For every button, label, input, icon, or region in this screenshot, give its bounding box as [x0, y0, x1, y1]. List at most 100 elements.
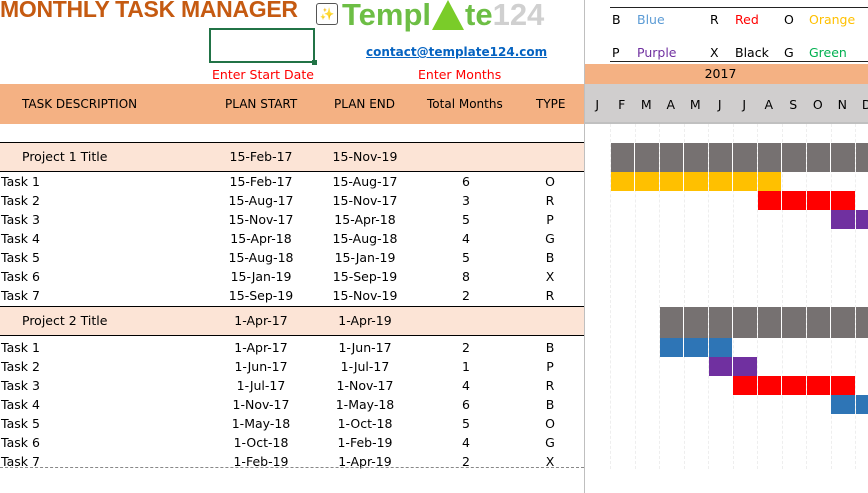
task-type: X — [545, 269, 555, 284]
month-label: O — [812, 97, 823, 112]
month-label: J — [595, 97, 600, 112]
task-row[interactable]: Task 6 15-Jan-19 15-Sep-19 8 X — [0, 267, 584, 286]
legend-color-purple: Purple — [637, 45, 677, 60]
task-gantt-bar — [831, 210, 855, 229]
task-gantt-bar — [831, 395, 855, 414]
project-gantt-bar — [659, 143, 683, 172]
task-end: 15-Aug-18 — [332, 231, 398, 246]
task-row[interactable]: Task 2 15-Aug-17 15-Nov-17 3 R — [0, 191, 584, 210]
month-label: N — [837, 97, 847, 112]
task-name: Task 5 — [1, 416, 40, 431]
month-label: J — [742, 97, 747, 112]
task-row[interactable]: Task 4 15-Apr-18 15-Aug-18 4 G — [0, 229, 584, 248]
gantt-gridline — [830, 124, 832, 469]
task-gantt-bar — [733, 376, 757, 395]
task-row[interactable]: Task 1 15-Feb-17 15-Aug-17 6 O — [0, 172, 584, 191]
task-name: Task 3 — [1, 378, 40, 393]
project-title: Project 1 Title — [22, 149, 108, 164]
task-row[interactable]: Task 3 15-Nov-17 15-Apr-18 5 P — [0, 210, 584, 229]
task-total-months: 6 — [462, 174, 470, 189]
task-gantt-bar — [757, 191, 781, 210]
task-row[interactable]: Task 4 1-Nov-17 1-May-18 6 B — [0, 395, 584, 414]
task-type: B — [545, 340, 555, 355]
legend-bottom-border — [610, 61, 868, 62]
project-title: Project 2 Title — [22, 313, 108, 328]
project-gantt-bar — [831, 143, 855, 172]
task-type: B — [545, 250, 555, 265]
task-total-months: 5 — [462, 212, 470, 227]
task-gantt-bar — [733, 172, 757, 191]
project-row[interactable]: Project 2 Title 1-Apr-17 1-Apr-19 — [0, 306, 584, 336]
header-total-months: Total Months — [427, 97, 503, 111]
task-total-months: 6 — [462, 397, 470, 412]
task-end: 1-Jun-17 — [338, 340, 392, 355]
contact-email-link[interactable]: contact@template124.com — [366, 45, 548, 59]
task-name: Task 4 — [1, 231, 40, 246]
month-label: S — [789, 97, 798, 112]
task-gantt-bar — [708, 172, 732, 191]
task-row[interactable]: Task 7 1-Feb-19 1-Apr-19 2 X — [0, 452, 584, 471]
legend-code: R — [710, 12, 719, 27]
task-type: R — [545, 288, 555, 303]
task-start: 1-Jun-17 — [234, 359, 288, 374]
task-row[interactable]: Task 3 1-Jul-17 1-Nov-17 4 R — [0, 376, 584, 395]
task-total-months: 4 — [462, 378, 470, 393]
task-total-months: 4 — [462, 435, 470, 450]
task-total-months: 4 — [462, 231, 470, 246]
project-gantt-bar — [782, 307, 806, 338]
legend-color-blue: Blue — [637, 12, 665, 27]
task-gantt-bar — [806, 191, 830, 210]
task-row[interactable]: Task 6 1-Oct-18 1-Feb-19 4 G — [0, 433, 584, 452]
task-row[interactable]: Task 5 1-May-18 1-Oct-18 5 O — [0, 414, 584, 433]
task-row[interactable]: Task 2 1-Jun-17 1-Jul-17 1 P — [0, 357, 584, 376]
task-name: Task 2 — [1, 359, 40, 374]
task-end: 1-May-18 — [335, 397, 395, 412]
task-gantt-row — [585, 229, 868, 248]
project-gantt-row — [585, 143, 868, 172]
gantt-gridline — [634, 124, 636, 469]
task-row[interactable]: Task 5 15-Aug-18 15-Jan-19 5 B — [0, 248, 584, 267]
task-gantt-row — [585, 414, 868, 433]
task-total-months: 2 — [462, 454, 470, 469]
task-start: 1-Oct-18 — [233, 435, 289, 450]
task-name: Task 4 — [1, 397, 40, 412]
task-gantt-bar — [782, 191, 806, 210]
task-start: 1-Nov-17 — [232, 397, 290, 412]
task-type: P — [546, 212, 554, 227]
ideas-sparkle-icon[interactable]: ✨ — [316, 3, 338, 25]
task-type: X — [545, 454, 555, 469]
project-gantt-bar — [635, 143, 659, 172]
legend-color-orange: Orange — [809, 12, 856, 27]
month-label: F — [618, 97, 626, 112]
legend-color-green: Green — [809, 45, 847, 60]
project-gantt-bar — [708, 143, 732, 172]
project-gantt-bar — [855, 307, 868, 338]
project-row[interactable]: Project 1 Title 15-Feb-17 15-Nov-19 — [0, 142, 584, 172]
task-row[interactable]: Task 7 15-Sep-19 15-Nov-19 2 R — [0, 286, 584, 305]
enter-start-date-hint: Enter Start Date — [212, 67, 314, 82]
task-gantt-bar — [659, 338, 683, 357]
gantt-gridline — [732, 124, 734, 469]
task-total-months: 5 — [462, 250, 470, 265]
project-gantt-bar — [855, 143, 868, 172]
gantt-gridline — [708, 124, 709, 469]
project-gantt-bar — [782, 143, 806, 172]
task-type: O — [545, 174, 555, 189]
header-plan-start: PLAN START — [225, 97, 298, 111]
task-start: 1-May-18 — [231, 416, 291, 431]
task-end: 15-Jan-19 — [334, 250, 396, 265]
task-type: G — [545, 435, 555, 450]
project-gantt-bar — [831, 307, 855, 338]
task-gantt-row — [585, 248, 868, 267]
legend-code: G — [784, 45, 794, 60]
start-date-input[interactable] — [209, 28, 317, 65]
task-gantt-bar — [635, 172, 659, 191]
task-end: 1-Jul-17 — [340, 359, 390, 374]
task-gantt-bar — [782, 376, 806, 395]
task-gantt-bar — [831, 191, 855, 210]
task-end: 15-Nov-17 — [332, 193, 398, 208]
task-row[interactable]: Task 1 1-Apr-17 1-Jun-17 2 B — [0, 338, 584, 357]
task-gantt-bar — [855, 395, 868, 414]
legend-code: O — [784, 12, 794, 27]
task-gantt-bar — [806, 376, 830, 395]
